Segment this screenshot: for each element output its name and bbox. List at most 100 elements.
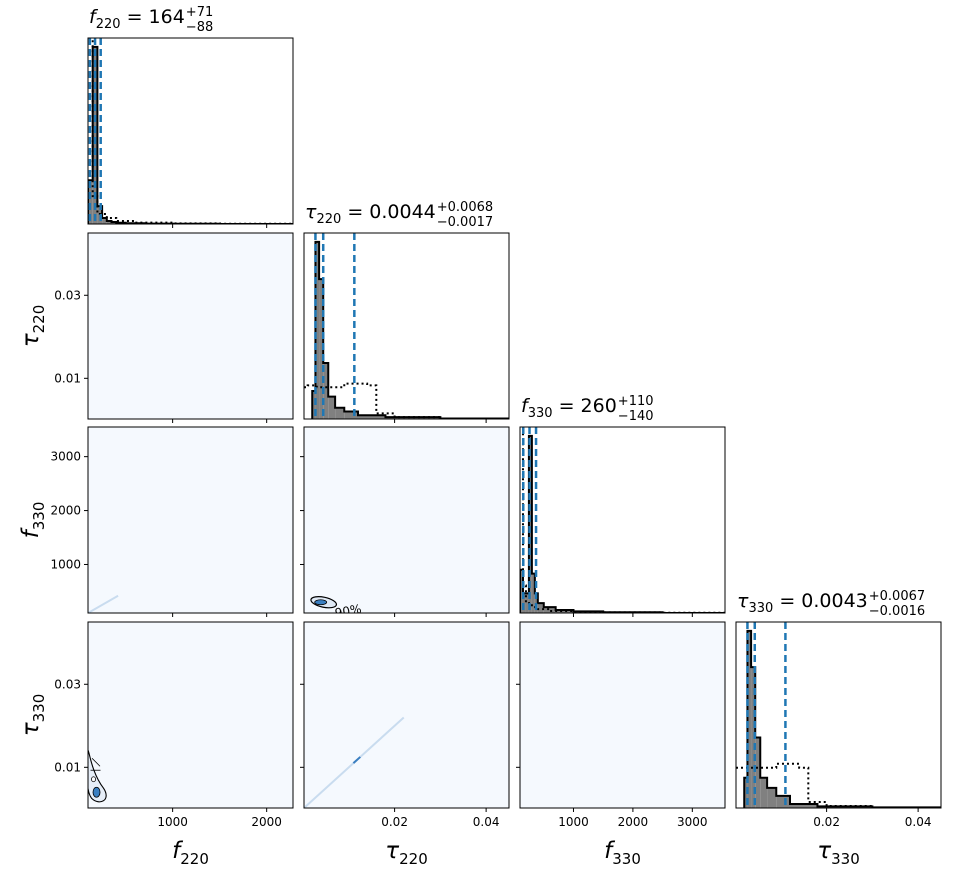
title-plus: +71 <box>186 5 213 20</box>
panel-frame <box>87 37 294 225</box>
panel-background <box>520 427 725 613</box>
posterior-bar <box>344 411 358 419</box>
posterior-bar <box>537 603 544 613</box>
y-tick-label: 1000 <box>50 557 81 571</box>
posterior-bar <box>328 396 336 419</box>
posterior-bar <box>357 415 386 419</box>
panel-frame <box>87 232 294 420</box>
panel-background <box>304 233 509 419</box>
y-tick-label: 0.01 <box>54 760 81 774</box>
svg-text:τ220 = 0.0044: τ220 = 0.0044 <box>305 201 436 227</box>
posterior-bar <box>747 630 752 808</box>
diag-panel-tau330: τ330 = 0.0043 +0.0067−0.0016 <box>735 589 942 809</box>
panel-2d-0-1 <box>87 232 294 420</box>
posterior-bar <box>760 777 768 808</box>
posterior-bar <box>555 610 574 613</box>
panel-background <box>88 427 293 613</box>
contour-50 <box>314 599 328 606</box>
panel-2d-0-3 <box>87 621 294 809</box>
x-axis-label: τ330 <box>817 838 860 868</box>
x-tick-label: 1000 <box>157 815 188 829</box>
posterior-bar <box>543 607 556 613</box>
svg-text:τ330 = 0.0043: τ330 = 0.0043 <box>737 590 868 616</box>
contour-50 <box>92 786 101 798</box>
panel-background <box>88 38 293 224</box>
posterior-bar <box>776 795 790 808</box>
title-plus: +0.0067 <box>869 589 925 604</box>
y-tick-label: 3000 <box>50 450 81 464</box>
panel-background <box>88 622 293 808</box>
posterior-bar <box>88 180 93 224</box>
title-minus: −0.0016 <box>869 604 925 619</box>
y-tick-label: 0.03 <box>54 677 81 691</box>
diag-panel-tau220: τ220 = 0.0044 +0.0068−0.0017 <box>303 200 510 420</box>
panel-frame <box>735 621 942 809</box>
posterior-bar <box>528 435 532 613</box>
prior-outline <box>304 382 509 419</box>
prior-outline <box>91 38 293 224</box>
x-tick-label: 0.04 <box>905 815 932 829</box>
panel-frame <box>303 426 510 614</box>
panel-frame <box>519 621 726 809</box>
posterior-bar <box>789 803 818 808</box>
panel-title: f330 = 260 +110−140 <box>521 394 654 424</box>
posterior-bar <box>525 593 529 613</box>
title-plus: +0.0068 <box>437 200 493 215</box>
correlation-core <box>352 756 361 764</box>
x-tick-label: 3000 <box>677 815 708 829</box>
contour-island <box>91 776 96 783</box>
svg-text:f330 = 260: f330 = 260 <box>521 395 617 421</box>
contour-90 <box>88 749 107 803</box>
posterior-outline <box>311 240 509 419</box>
prior-outline <box>521 427 725 613</box>
prior-outline <box>736 762 941 808</box>
panel-2d-0-2 <box>87 426 294 614</box>
y-tick-label: 0.01 <box>54 371 81 385</box>
posterior-bar <box>102 218 107 224</box>
x-axis-label: τ220 <box>385 838 428 868</box>
diag-panel-f220: f220 = 164 +71−88 <box>87 5 294 225</box>
panel-title: τ220 = 0.0044 +0.0068−0.0017 <box>305 200 493 230</box>
posterior-bar <box>312 391 316 419</box>
panel-frame <box>87 621 294 809</box>
title-minus: −140 <box>618 409 654 424</box>
x-tick-label: 0.02 <box>813 815 840 829</box>
panel-background <box>304 427 509 613</box>
panel-title: τ330 = 0.0043 +0.0067−0.0016 <box>737 589 925 619</box>
y-axis-label: f330 <box>18 502 48 539</box>
x-tick-label: 0.02 <box>381 815 408 829</box>
panel-background <box>520 622 725 808</box>
posterior-bar <box>315 241 320 419</box>
correlation-strip <box>88 594 119 613</box>
posterior-bar <box>531 573 535 613</box>
posterior-bar <box>755 737 761 808</box>
posterior-bar <box>335 407 345 419</box>
x-tick-label: 0.04 <box>473 815 500 829</box>
panel-2d-2-3 <box>519 621 726 809</box>
panel-background <box>736 622 941 808</box>
posterior-bar <box>323 363 329 419</box>
title-minus: −88 <box>186 20 213 35</box>
panel-2d-1-2: 90% <box>303 426 510 620</box>
x-axis-label: f330 <box>604 838 641 868</box>
y-tick-label: 0.03 <box>54 288 81 302</box>
posterior-bar <box>92 46 98 224</box>
panel-title: f220 = 164 +71−88 <box>89 5 213 35</box>
contour-label: 90% <box>334 602 363 620</box>
panel-frame <box>519 426 726 614</box>
title-minus: −0.0017 <box>437 215 493 230</box>
panel-frame <box>87 426 294 614</box>
posterior-bar <box>751 667 756 808</box>
diag-panel-f330: f330 = 260 +110−140 <box>519 394 726 614</box>
x-tick-label: 2000 <box>251 815 282 829</box>
title-plus: +110 <box>618 394 654 409</box>
x-axis-label: f220 <box>172 838 209 868</box>
panel-2d-1-3 <box>303 621 510 809</box>
contour-tick <box>91 757 101 767</box>
panel-background <box>88 233 293 419</box>
posterior-bar <box>319 279 324 419</box>
panel-frame <box>303 621 510 809</box>
x-tick-label: 1000 <box>558 815 589 829</box>
posterior-bar <box>106 221 112 224</box>
